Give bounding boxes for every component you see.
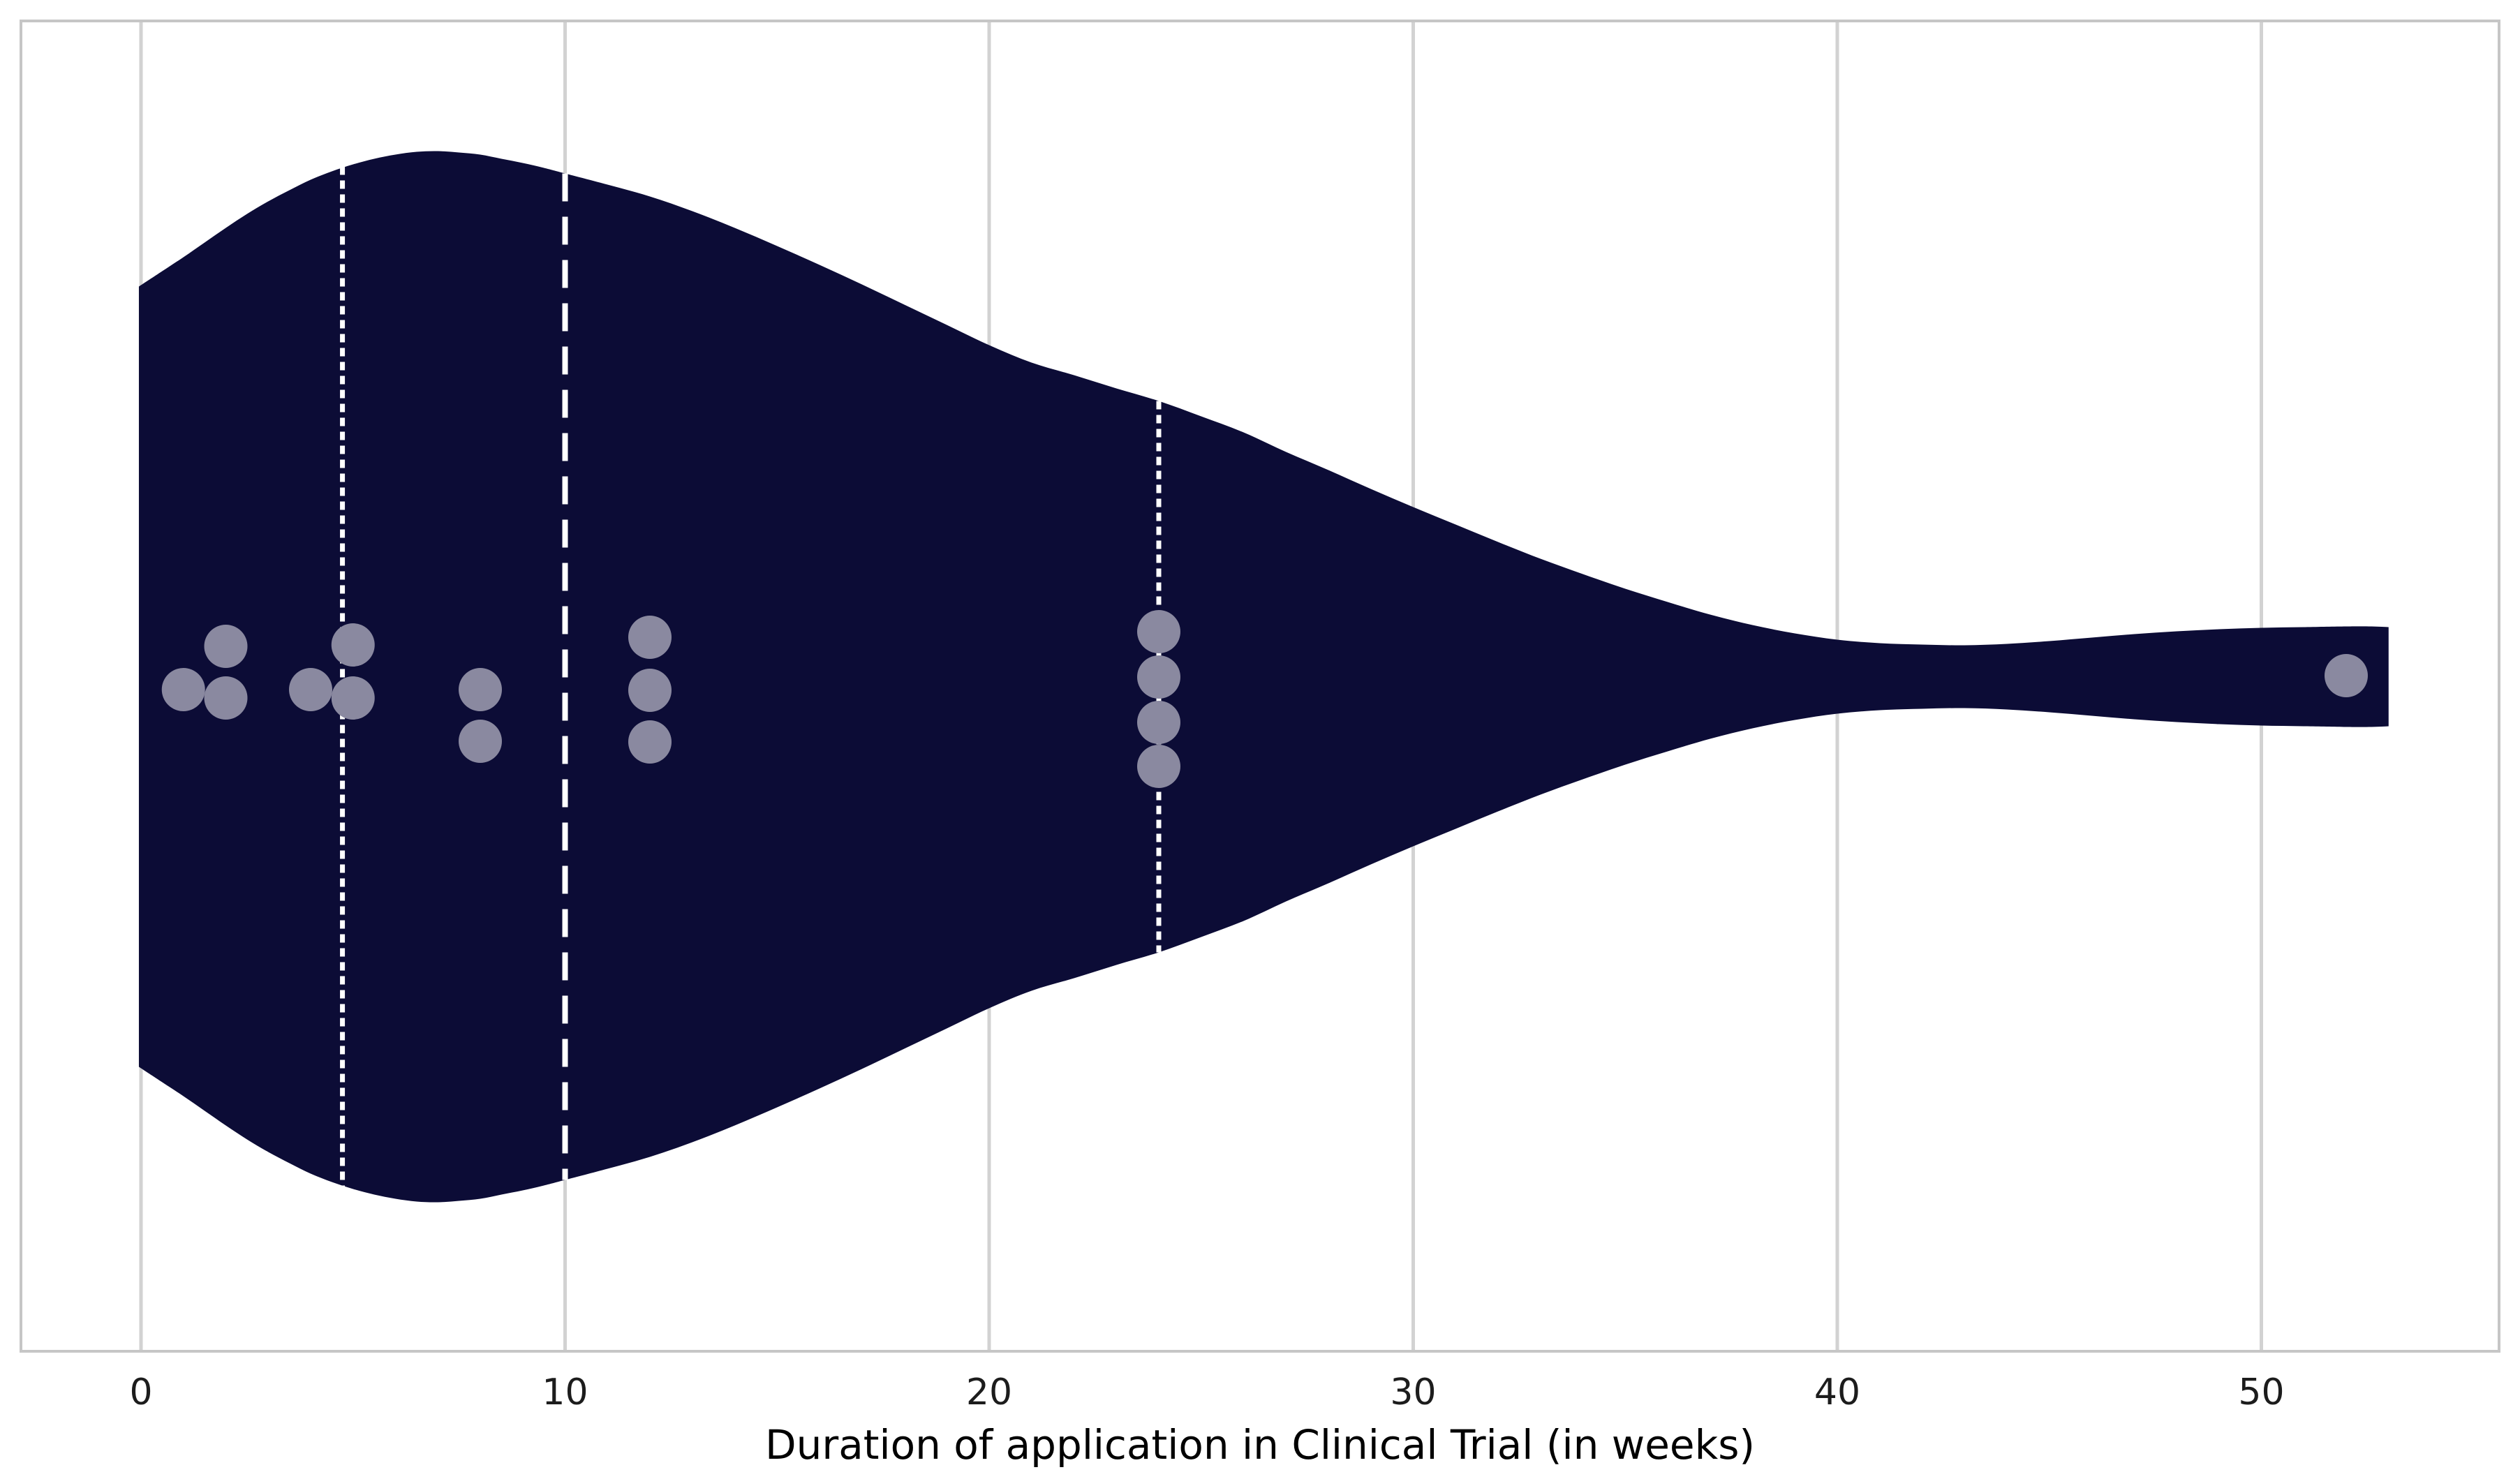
quartile-lines bbox=[340, 166, 1162, 1187]
x-tick-labels: 0 10 20 30 40 50 bbox=[129, 1372, 2284, 1413]
data-point-7-week-8 bbox=[459, 720, 502, 763]
data-point-4-week-5 bbox=[331, 623, 375, 667]
data-point-8-week-12 bbox=[628, 616, 672, 659]
data-point-6-week-8 bbox=[459, 668, 502, 711]
plot-border-group bbox=[20, 20, 2500, 1353]
x-tick-label-10: 10 bbox=[542, 1372, 588, 1413]
data-point-0-week-1 bbox=[161, 668, 205, 711]
x-tick-label-30: 30 bbox=[1390, 1372, 1436, 1413]
data-point-12-week-24 bbox=[1137, 655, 1180, 699]
data-point-1-week-2 bbox=[204, 625, 248, 668]
x-tick-label-20: 20 bbox=[966, 1372, 1012, 1413]
data-point-2-week-2 bbox=[204, 676, 248, 720]
data-point-11-week-24 bbox=[1137, 610, 1180, 653]
data-point-3-week-4 bbox=[289, 668, 332, 711]
x-tick-label-50: 50 bbox=[2238, 1372, 2284, 1413]
data-point-5-week-5 bbox=[331, 676, 375, 720]
violin-group bbox=[138, 151, 2389, 1203]
x-tick-label-40: 40 bbox=[1814, 1372, 1860, 1413]
data-point-14-week-24 bbox=[1137, 745, 1180, 788]
data-point-10-week-12 bbox=[628, 720, 672, 764]
data-point-13-week-24 bbox=[1137, 701, 1180, 744]
x-tick-label-0: 0 bbox=[129, 1372, 152, 1413]
data-point-9-week-12 bbox=[628, 669, 672, 712]
plot-border bbox=[20, 20, 2500, 1353]
data-point-15-week-52 bbox=[2325, 654, 2368, 697]
violin-shape bbox=[138, 151, 2389, 1203]
swarm-points bbox=[161, 610, 2368, 788]
x-axis-label: Duration of application in Clinical Tria… bbox=[765, 1421, 1755, 1469]
